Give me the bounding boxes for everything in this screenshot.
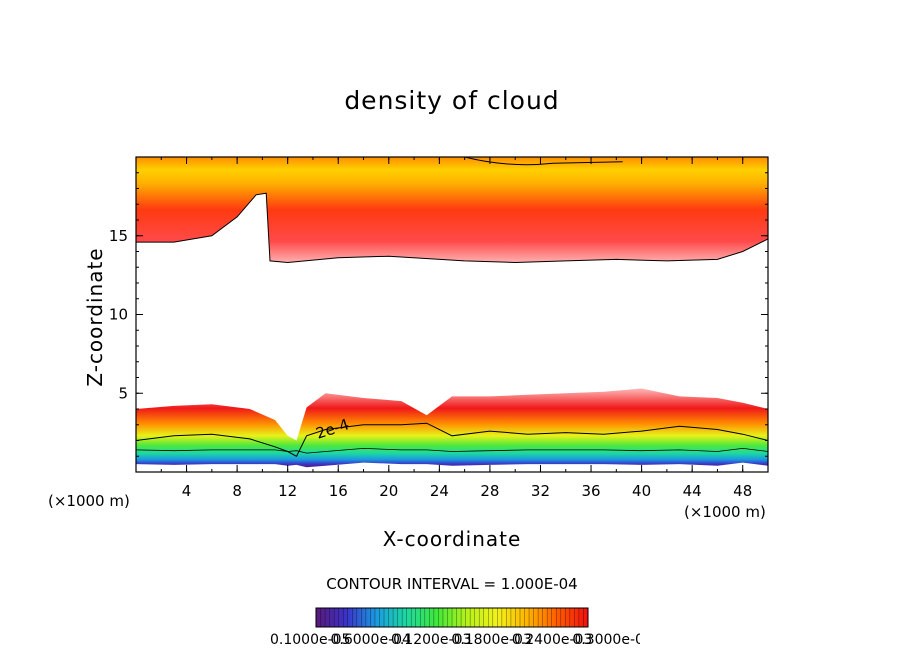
x-tick-label: 4 — [182, 482, 192, 500]
upper-cloud-inner-contour — [464, 157, 623, 166]
colorbar-tick-label: 0.1000e-05 — [270, 632, 351, 648]
x-tick-label: 36 — [581, 482, 600, 500]
x-tick-label: 32 — [531, 482, 550, 500]
contour-interval-note: CONTOUR INTERVAL = 1.000E-04 — [326, 575, 578, 593]
colorbar-tick-label: 0.6000e-04 — [330, 632, 411, 648]
x-axis-label: X-coordinate — [382, 527, 522, 551]
x-tick-label: 8 — [232, 482, 242, 500]
lower-cloud-layer — [136, 388, 768, 468]
y-axis-label: Z-coordinate — [83, 247, 107, 387]
upper-cloud-contour — [136, 192, 768, 264]
x-tick-label: 48 — [733, 482, 752, 500]
chart-title: density of cloud — [344, 86, 560, 115]
colorbar-labels: 0.1000e-050.6000e-040.1200e-030.1800e-03… — [270, 632, 640, 648]
colorbar-tick-label: 0.1200e-03 — [390, 632, 472, 648]
x-tick-label: 28 — [480, 482, 499, 500]
y-tick-label: 5 — [118, 384, 128, 402]
plot-area: 2e-4 — [136, 157, 768, 468]
y-tick-label: 15 — [109, 227, 128, 245]
x-tick-label: 44 — [683, 482, 702, 500]
x-tick-label: 24 — [430, 482, 449, 500]
x-tick-label: 12 — [278, 482, 297, 500]
x-axis-unit: (×1000 m) — [684, 503, 766, 521]
colorbar-tick-label: 0.2400e-03 — [511, 632, 593, 648]
y-axis-unit: (×1000 m) — [48, 492, 130, 510]
lower-cloud-inner-contour — [136, 447, 768, 454]
x-tick-label: 16 — [329, 482, 348, 500]
x-tick-label: 40 — [632, 482, 651, 500]
x-axis-ticks: 4 8 12 16 20 24 28 32 36 40 44 48 — [135, 157, 769, 500]
colorbar-tick-label: 0.1800e-03 — [451, 632, 532, 648]
colorbar-tick-label: 0.3000e-03 — [572, 632, 640, 648]
x-tick-label: 20 — [379, 482, 398, 500]
y-axis-ticks: 5 10 15 — [109, 172, 768, 457]
colorbar — [315, 607, 589, 628]
contour-2e-4 — [136, 422, 768, 457]
upper-cloud-layer — [136, 157, 768, 263]
y-tick-label: 10 — [109, 306, 128, 324]
colorbar-frame — [315, 607, 589, 628]
